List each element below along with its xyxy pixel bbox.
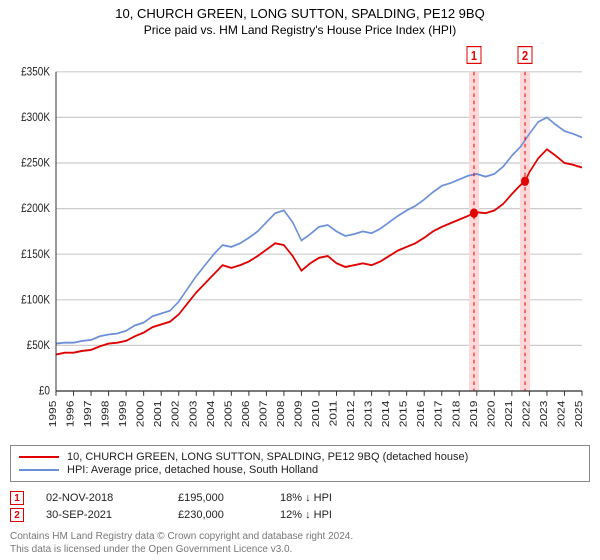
sale-marker-icon: 1 (10, 491, 24, 505)
svg-text:2023: 2023 (539, 401, 550, 428)
svg-text:2: 2 (522, 48, 528, 63)
svg-text:2008: 2008 (276, 401, 287, 428)
svg-text:2018: 2018 (451, 401, 462, 428)
legend-swatch (19, 456, 59, 458)
license-line: This data is licensed under the Open Gov… (10, 544, 590, 557)
svg-text:2019: 2019 (469, 401, 480, 428)
svg-text:2022: 2022 (521, 401, 532, 428)
svg-text:£350K: £350K (21, 66, 50, 79)
svg-text:2010: 2010 (311, 401, 322, 428)
legend-row: 10, CHURCH GREEN, LONG SUTTON, SPALDING,… (19, 451, 581, 463)
chart-area: £0 £50K £100K £150K £200K £250K £300K £350K 1 2 19… (10, 43, 590, 439)
license-text: Contains HM Land Registry data © Crown c… (10, 531, 590, 556)
svg-text:£300K: £300K (21, 111, 50, 124)
svg-text:2003: 2003 (188, 401, 199, 428)
svg-text:2004: 2004 (206, 401, 217, 428)
svg-text:2002: 2002 (171, 401, 182, 428)
svg-text:2001: 2001 (153, 401, 164, 428)
svg-text:£100K: £100K (21, 294, 50, 307)
sale-date: 02-NOV-2018 (46, 492, 156, 504)
legend: 10, CHURCH GREEN, LONG SUTTON, SPALDING,… (10, 445, 590, 482)
legend-row: HPI: Average price, detached house, Sout… (19, 464, 581, 476)
svg-text:2007: 2007 (258, 401, 269, 428)
sale-price: £195,000 (178, 492, 258, 504)
svg-text:1995: 1995 (48, 401, 59, 428)
legend-label: HPI: Average price, detached house, Sout… (67, 464, 318, 476)
line-chart: £0 £50K £100K £150K £200K £250K £300K £350K 1 2 19… (10, 43, 590, 439)
svg-text:£250K: £250K (21, 157, 50, 170)
svg-text:2025: 2025 (574, 401, 585, 428)
svg-text:£200K: £200K (21, 202, 50, 215)
sale-date: 30-SEP-2021 (46, 509, 156, 521)
sales-row: 2 30-SEP-2021 £230,000 12% ↓ HPI (10, 508, 590, 522)
svg-text:2021: 2021 (504, 401, 515, 428)
svg-text:2006: 2006 (241, 401, 252, 428)
svg-text:1997: 1997 (83, 401, 94, 428)
legend-swatch (19, 469, 59, 471)
svg-text:1998: 1998 (100, 401, 111, 428)
sale-diff: 18% ↓ HPI (280, 492, 370, 504)
svg-text:2009: 2009 (293, 401, 304, 428)
svg-text:2024: 2024 (556, 401, 567, 428)
sales-row: 1 02-NOV-2018 £195,000 18% ↓ HPI (10, 491, 590, 505)
chart-subtitle: Price paid vs. HM Land Registry's House … (10, 23, 590, 37)
license-line: Contains HM Land Registry data © Crown c… (10, 531, 590, 544)
svg-text:2000: 2000 (136, 401, 147, 428)
svg-text:2020: 2020 (486, 401, 497, 428)
svg-text:2015: 2015 (399, 401, 410, 428)
sale-marker-icon: 2 (10, 508, 24, 522)
sale-diff: 12% ↓ HPI (280, 509, 370, 521)
chart-title: 10, CHURCH GREEN, LONG SUTTON, SPALDING,… (10, 6, 590, 21)
legend-label: 10, CHURCH GREEN, LONG SUTTON, SPALDING,… (67, 451, 468, 463)
svg-text:2012: 2012 (346, 401, 357, 428)
svg-text:1996: 1996 (65, 401, 76, 428)
svg-text:2014: 2014 (381, 401, 392, 428)
svg-text:2011: 2011 (328, 401, 339, 427)
svg-text:1999: 1999 (118, 401, 129, 428)
svg-text:2016: 2016 (416, 401, 427, 428)
svg-text:£50K: £50K (27, 339, 51, 352)
sale-price: £230,000 (178, 509, 258, 521)
svg-text:2013: 2013 (363, 401, 374, 428)
svg-text:£150K: £150K (21, 248, 50, 261)
svg-text:1: 1 (471, 48, 477, 63)
svg-text:2017: 2017 (434, 401, 445, 428)
svg-text:£0: £0 (39, 385, 50, 398)
svg-text:2005: 2005 (223, 401, 234, 428)
sales-table: 1 02-NOV-2018 £195,000 18% ↓ HPI 2 30-SE… (10, 488, 590, 525)
